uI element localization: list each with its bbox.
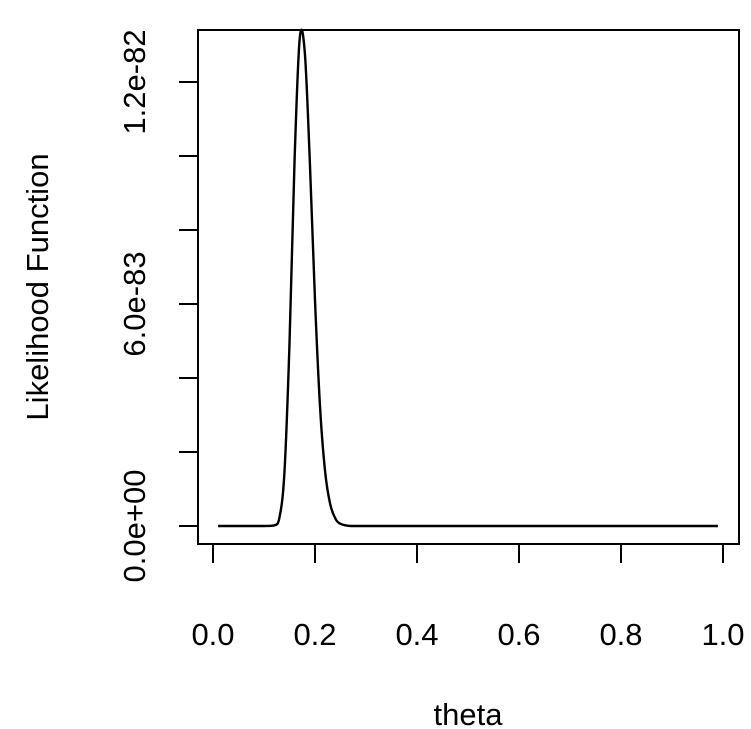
x-axis-title: theta	[434, 697, 504, 729]
y-axis: 0.0e+00 6.0e-83 1.2e-82	[117, 29, 199, 583]
y-tick-label: 1.2e-82	[117, 29, 152, 134]
x-tick-label: 0.2	[293, 617, 336, 652]
y-tick-label: 6.0e-83	[117, 251, 152, 356]
y-tick-label: 0.0e+00	[117, 470, 152, 583]
x-tick-label: 1.0	[701, 617, 744, 652]
y-axis-title: Likelihood Function	[20, 153, 55, 420]
likelihood-curve	[218, 28, 718, 528]
x-tick-label: 0.6	[497, 617, 540, 652]
x-tick-label: 0.0	[191, 617, 234, 652]
x-axis: 0.0 0.2 0.4 0.6 0.8 1.0	[191, 543, 745, 652]
plot-frame	[197, 29, 740, 545]
x-tick-label: 0.8	[599, 617, 642, 652]
x-tick-label: 0.4	[395, 617, 438, 652]
